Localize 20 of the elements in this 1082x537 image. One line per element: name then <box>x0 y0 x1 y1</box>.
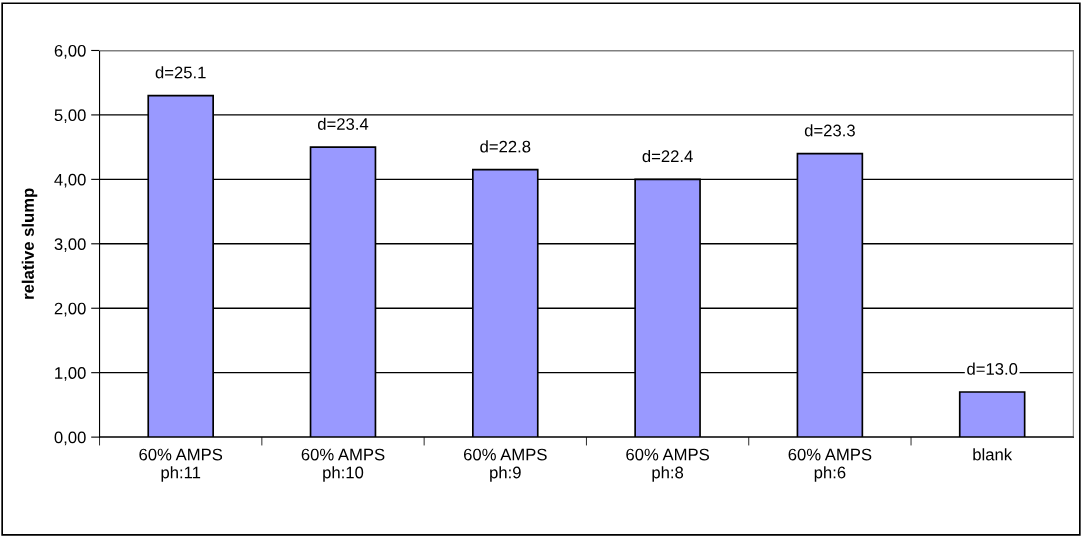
x-tick-label: 60% AMPS ph:9 <box>463 448 547 482</box>
x-tick-label: 60% AMPS ph:6 <box>788 448 872 482</box>
annotation: d=23.4 <box>317 117 369 130</box>
y-tick-label: 3,00 <box>54 238 86 252</box>
y-tick-label: 4,00 <box>54 173 86 188</box>
y-tick-label: 2,00 <box>54 302 86 317</box>
x-tick-label: 60% AMPS ph:8 <box>626 448 709 482</box>
annotation: d=22.4 <box>642 149 693 163</box>
y-tick-label: 6,00 <box>54 44 86 59</box>
annotation: d=25.1 <box>155 66 206 79</box>
annotation: d=23.3 <box>804 124 855 137</box>
y-tick-label: 1,00 <box>55 367 86 381</box>
x-tick-label: 60% AMPS ph:11 <box>139 448 223 482</box>
x-tick-label: blank <box>973 448 1013 461</box>
y-tick-label: 0,00 <box>54 431 86 446</box>
y-tick-label: 5,00 <box>54 109 86 124</box>
annotation: d=22.8 <box>480 140 531 153</box>
x-tick-label: 60% AMPS ph:10 <box>301 448 385 482</box>
y-axis-title: relative slump <box>21 188 38 299</box>
annotation: d=13.0 <box>967 362 1018 375</box>
